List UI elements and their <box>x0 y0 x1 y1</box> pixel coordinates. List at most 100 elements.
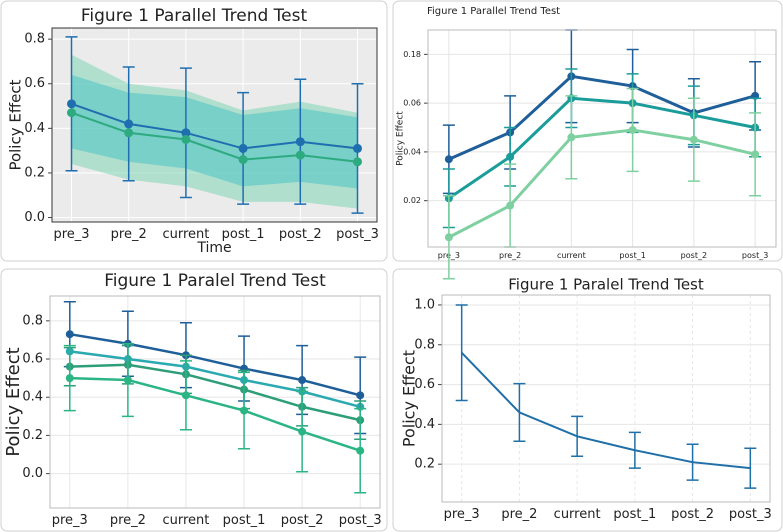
y-tick-label: 0.2 <box>22 428 43 443</box>
chart-title: Figure 1 Paralel Trend Test <box>104 271 326 291</box>
y-tick-label: 0.02 <box>403 196 421 205</box>
y-axis-label: Policy Effect <box>396 111 406 166</box>
x-tick-label: post_3 <box>336 227 379 242</box>
series-line <box>448 74 756 161</box>
y-axis-label: Policy Effect <box>3 347 24 456</box>
x-tick-label: pre_2 <box>499 251 521 260</box>
chart-title: Figure 1 Parallel Trend Test <box>427 6 560 17</box>
plot-background <box>442 295 770 502</box>
y-tick-label: 0.6 <box>24 76 45 91</box>
data-point <box>65 374 74 383</box>
x-tick-label: post_2 <box>279 227 322 242</box>
x-tick-label: post_2 <box>671 507 714 522</box>
y-tick-label: 0.6 <box>414 377 435 392</box>
x-tick-label: pre_3 <box>52 513 88 528</box>
chart-title: Figure 1 Paralel Trend Test <box>508 276 704 294</box>
chart-title: Figure 1 Parallel Trend Test <box>81 6 308 26</box>
x-tick-label: pre_2 <box>501 507 537 522</box>
data-point <box>356 391 365 400</box>
data-point <box>181 391 190 400</box>
y-tick-label: 0.4 <box>414 417 435 432</box>
data-point <box>751 150 760 159</box>
x-tick-label: pre_3 <box>444 507 480 522</box>
x-tick-label: post_3 <box>729 507 772 522</box>
y-tick-label: 1.0 <box>414 297 435 312</box>
data-point <box>295 137 305 147</box>
y-tick-label: 0.2 <box>414 457 435 472</box>
error-bar <box>455 304 468 402</box>
plot-frame <box>427 29 777 248</box>
y-axis-label: Policy Effect <box>400 350 419 447</box>
series-line <box>71 102 358 150</box>
series-line <box>69 376 361 452</box>
data-point <box>567 133 576 142</box>
x-tick-label: current <box>557 251 586 260</box>
series-line <box>460 352 751 470</box>
data-point <box>506 201 515 210</box>
series-line <box>448 96 756 200</box>
data-point <box>181 128 191 138</box>
x-tick-label: post_2 <box>281 513 324 528</box>
data-point <box>356 446 365 455</box>
x-tick-label: pre_2 <box>110 513 146 528</box>
data-point <box>628 125 637 134</box>
data-point <box>238 143 248 153</box>
y-tick-label: 0.04 <box>403 147 421 156</box>
plot-frame <box>51 27 378 223</box>
y-tick-label: 0.0 <box>22 466 43 481</box>
y-tick-label: 0.2 <box>24 165 45 180</box>
y-tick-label: 0.4 <box>22 390 43 405</box>
y-tick-label: 0.06 <box>403 99 421 108</box>
data-point <box>124 119 134 129</box>
x-tick-label: current <box>554 507 601 522</box>
data-point <box>67 99 76 109</box>
data-point <box>506 152 515 161</box>
series-line <box>69 332 361 397</box>
y-axis-label: Policy Effect <box>7 79 25 170</box>
data-point <box>444 233 453 242</box>
data-point <box>123 376 132 385</box>
plot-background <box>428 30 776 247</box>
series-line <box>69 363 361 422</box>
y-tick-label: 0.8 <box>414 337 435 352</box>
x-tick-label: post_1 <box>619 251 645 260</box>
data-point <box>444 155 453 164</box>
plot-frame <box>441 294 771 503</box>
data-point <box>295 150 305 160</box>
x-tick-label: post_1 <box>613 507 656 522</box>
y-tick-label: 0.0 <box>24 210 45 225</box>
data-point <box>124 128 134 138</box>
data-point <box>353 157 362 167</box>
data-point <box>298 376 307 385</box>
x-axis-label: Time <box>196 240 231 256</box>
x-tick-label: post_1 <box>222 227 265 242</box>
x-tick-label: current <box>163 513 210 528</box>
x-tick-label: post_2 <box>681 251 707 260</box>
data-point <box>238 155 248 165</box>
plot-frame <box>49 295 381 509</box>
x-tick-label: pre_3 <box>53 227 89 242</box>
x-tick-label: current <box>162 227 209 242</box>
series-line <box>69 350 361 408</box>
y-tick-label: 0.18 <box>403 50 421 59</box>
x-tick-label: pre_2 <box>111 227 147 242</box>
error-bar <box>744 447 757 489</box>
data-point <box>353 143 362 153</box>
data-point <box>181 134 191 144</box>
y-tick-label: 0.4 <box>24 121 45 136</box>
x-tick-label: post_3 <box>339 513 382 528</box>
data-point <box>65 330 74 339</box>
confidence-band <box>71 74 358 189</box>
y-tick-label: 0.6 <box>22 352 43 367</box>
x-tick-label: post_1 <box>223 513 266 528</box>
series-line <box>71 111 358 163</box>
data-point <box>689 135 698 144</box>
y-tick-label: 0.8 <box>22 313 43 328</box>
data-point <box>67 108 76 118</box>
y-tick-label: 0.8 <box>24 32 45 47</box>
data-point <box>298 427 307 436</box>
series-line <box>448 128 756 239</box>
x-tick-label: post_3 <box>742 251 768 260</box>
data-point <box>240 406 249 415</box>
